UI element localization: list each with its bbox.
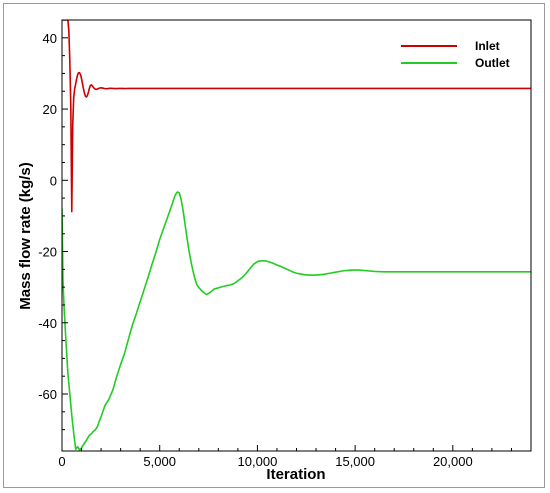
y-tick-label: 40 xyxy=(43,31,57,46)
legend-label-inlet: Inlet xyxy=(475,39,500,53)
y-tick-label: 0 xyxy=(50,173,57,188)
x-tick-label: 15,000 xyxy=(335,454,375,469)
y-tick-label: -40 xyxy=(38,316,57,331)
x-axis-title: Iteration xyxy=(266,466,325,483)
legend: Inlet Outlet xyxy=(401,39,510,70)
series-line-outlet xyxy=(62,191,531,451)
chart-frame xyxy=(3,3,545,488)
x-tick-label: 10,000 xyxy=(238,454,278,469)
series-line-inlet xyxy=(62,20,531,213)
plot-series-group xyxy=(62,20,531,451)
y-axis-title: Mass flow rate (kg/s) xyxy=(17,162,34,310)
y-axis-ticks: 40 20 0 -20 -40 -60 xyxy=(38,31,68,431)
y-tick-label: 20 xyxy=(43,102,57,117)
legend-label-outlet: Outlet xyxy=(475,56,510,70)
x-tick-label: 20,000 xyxy=(433,454,473,469)
y-tick-label: -20 xyxy=(38,245,57,260)
x-tick-label: 0 xyxy=(58,454,65,469)
plot-area-border xyxy=(61,19,532,452)
x-tick-label: 5,000 xyxy=(143,454,176,469)
y-tick-label: -60 xyxy=(38,387,57,402)
x-axis-ticks: 0 5,000 10,000 15,000 20,000 xyxy=(58,445,512,469)
